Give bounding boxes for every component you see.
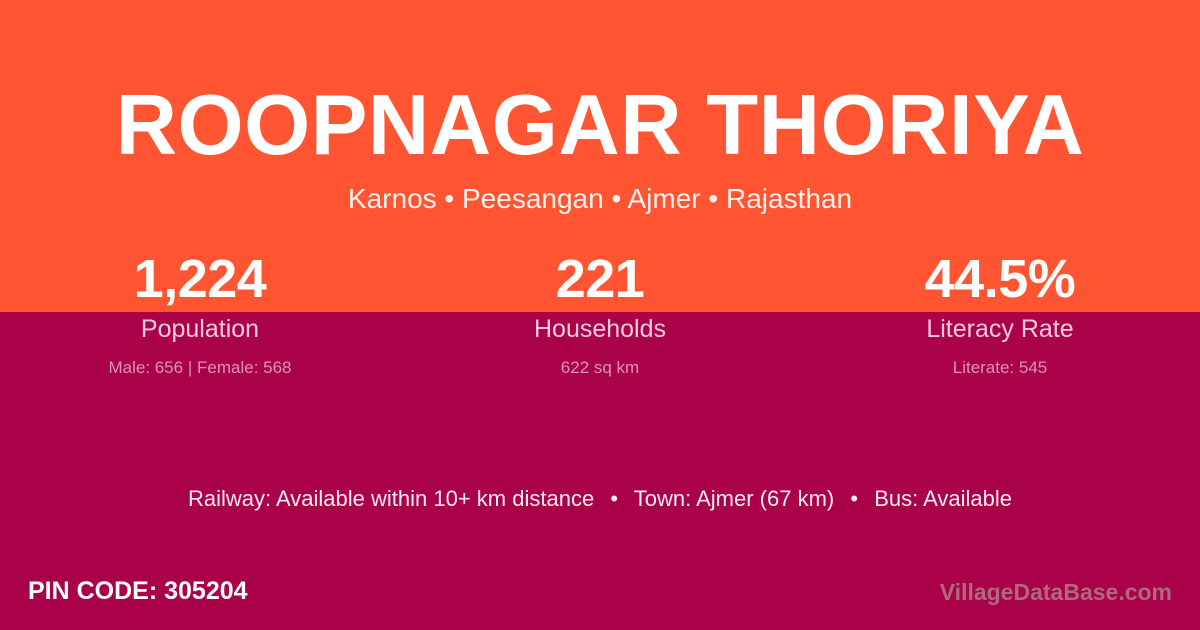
stats-row: 1,224 Population Male: 656 | Female: 568… — [0, 248, 1200, 380]
footer: PIN CODE: 305204 VillageDataBase.com — [0, 566, 1200, 630]
site-brand: VillageDataBase.com — [939, 579, 1172, 605]
page-title: ROOPNAGAR THORIYA — [115, 78, 1085, 173]
stat-block-population: 1,224 Population Male: 656 | Female: 568 — [0, 248, 400, 380]
stat-block-literacy-rate: 44.5% Literacy Rate Literate: 545 — [800, 248, 1200, 380]
amenities-line: Railway: Available within 10+ km distanc… — [0, 484, 1200, 514]
hero-band: ROOPNAGAR THORIYA Karnos • Peesangan • A… — [0, 0, 1200, 312]
literacy-rate-label: Literacy Rate — [926, 315, 1074, 343]
households-label: Households — [533, 315, 667, 343]
bullet-separator-icon: • — [610, 486, 619, 511]
literacy-rate-value: 44.5% — [924, 249, 1076, 309]
population-label: Population — [140, 315, 260, 343]
amenity-town: Town: Ajmer (67 km) — [633, 486, 835, 511]
amenity-bus: Bus: Available — [874, 486, 1012, 511]
literacy-rate-detail: Literate: 545 — [952, 358, 1048, 377]
breadcrumb: Karnos • Peesangan • Ajmer • Rajasthan — [347, 183, 853, 214]
households-value: 221 — [555, 249, 645, 309]
population-detail: Male: 656 | Female: 568 — [108, 358, 292, 377]
population-value: 1,224 — [133, 249, 267, 309]
pin-code: PIN CODE: 305204 — [28, 577, 248, 605]
stat-block-households: 221 Households 622 sq km — [400, 248, 800, 380]
amenity-railway: Railway: Available within 10+ km distanc… — [187, 486, 595, 511]
bullet-separator-icon: • — [850, 486, 859, 511]
households-detail: 622 sq km — [560, 358, 640, 377]
